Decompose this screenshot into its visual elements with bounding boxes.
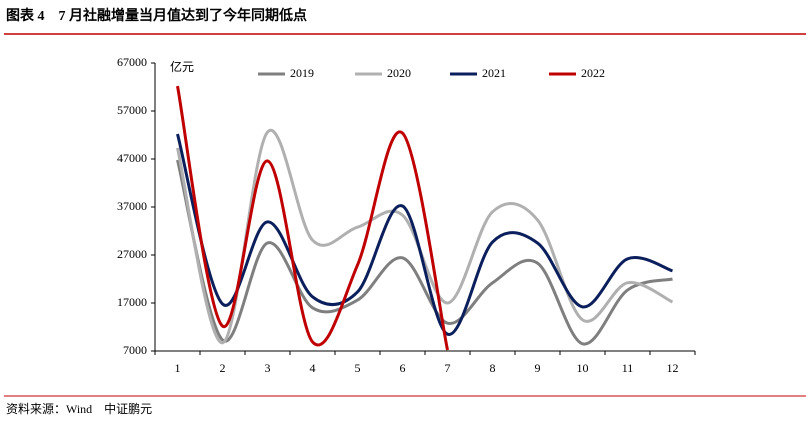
y-tick-label: 57000 [117, 103, 147, 117]
y-tick-label: 67000 [117, 55, 147, 69]
source-note: 资料来源：Wind 中证鹏元 [6, 401, 152, 416]
y-tick-label: 7000 [123, 343, 147, 357]
x-tick-label: 6 [400, 361, 406, 375]
x-tick-label: 8 [490, 361, 496, 375]
y-tick-label: 37000 [117, 199, 147, 213]
series-line [176, 159, 673, 346]
series-line [176, 128, 674, 345]
y-axis-unit: 亿元 [170, 59, 194, 74]
y-tick-label: 17000 [117, 295, 147, 309]
series-line [176, 85, 449, 351]
legend-label: 2020 [387, 66, 411, 80]
x-tick-label: 12 [667, 361, 679, 375]
chart-title: 图表 4 7 月社融增量当月值达到了今年同期低点 [6, 7, 307, 24]
x-tick-label: 2 [220, 361, 226, 375]
legend-label: 2019 [290, 66, 314, 80]
x-tick-label: 3 [265, 361, 271, 375]
x-tick-label: 9 [535, 361, 541, 375]
series-line [176, 133, 674, 336]
legend-label: 2022 [581, 66, 605, 80]
x-tick-label: 11 [622, 361, 634, 375]
y-tick-label: 27000 [117, 247, 147, 261]
y-tick-label: 47000 [117, 151, 147, 165]
x-tick-label: 10 [577, 361, 589, 375]
x-tick-label: 1 [175, 361, 181, 375]
legend-label: 2021 [482, 66, 506, 80]
x-tick-label: 7 [445, 361, 451, 375]
x-tick-label: 5 [355, 361, 361, 375]
x-tick-label: 4 [310, 361, 316, 375]
